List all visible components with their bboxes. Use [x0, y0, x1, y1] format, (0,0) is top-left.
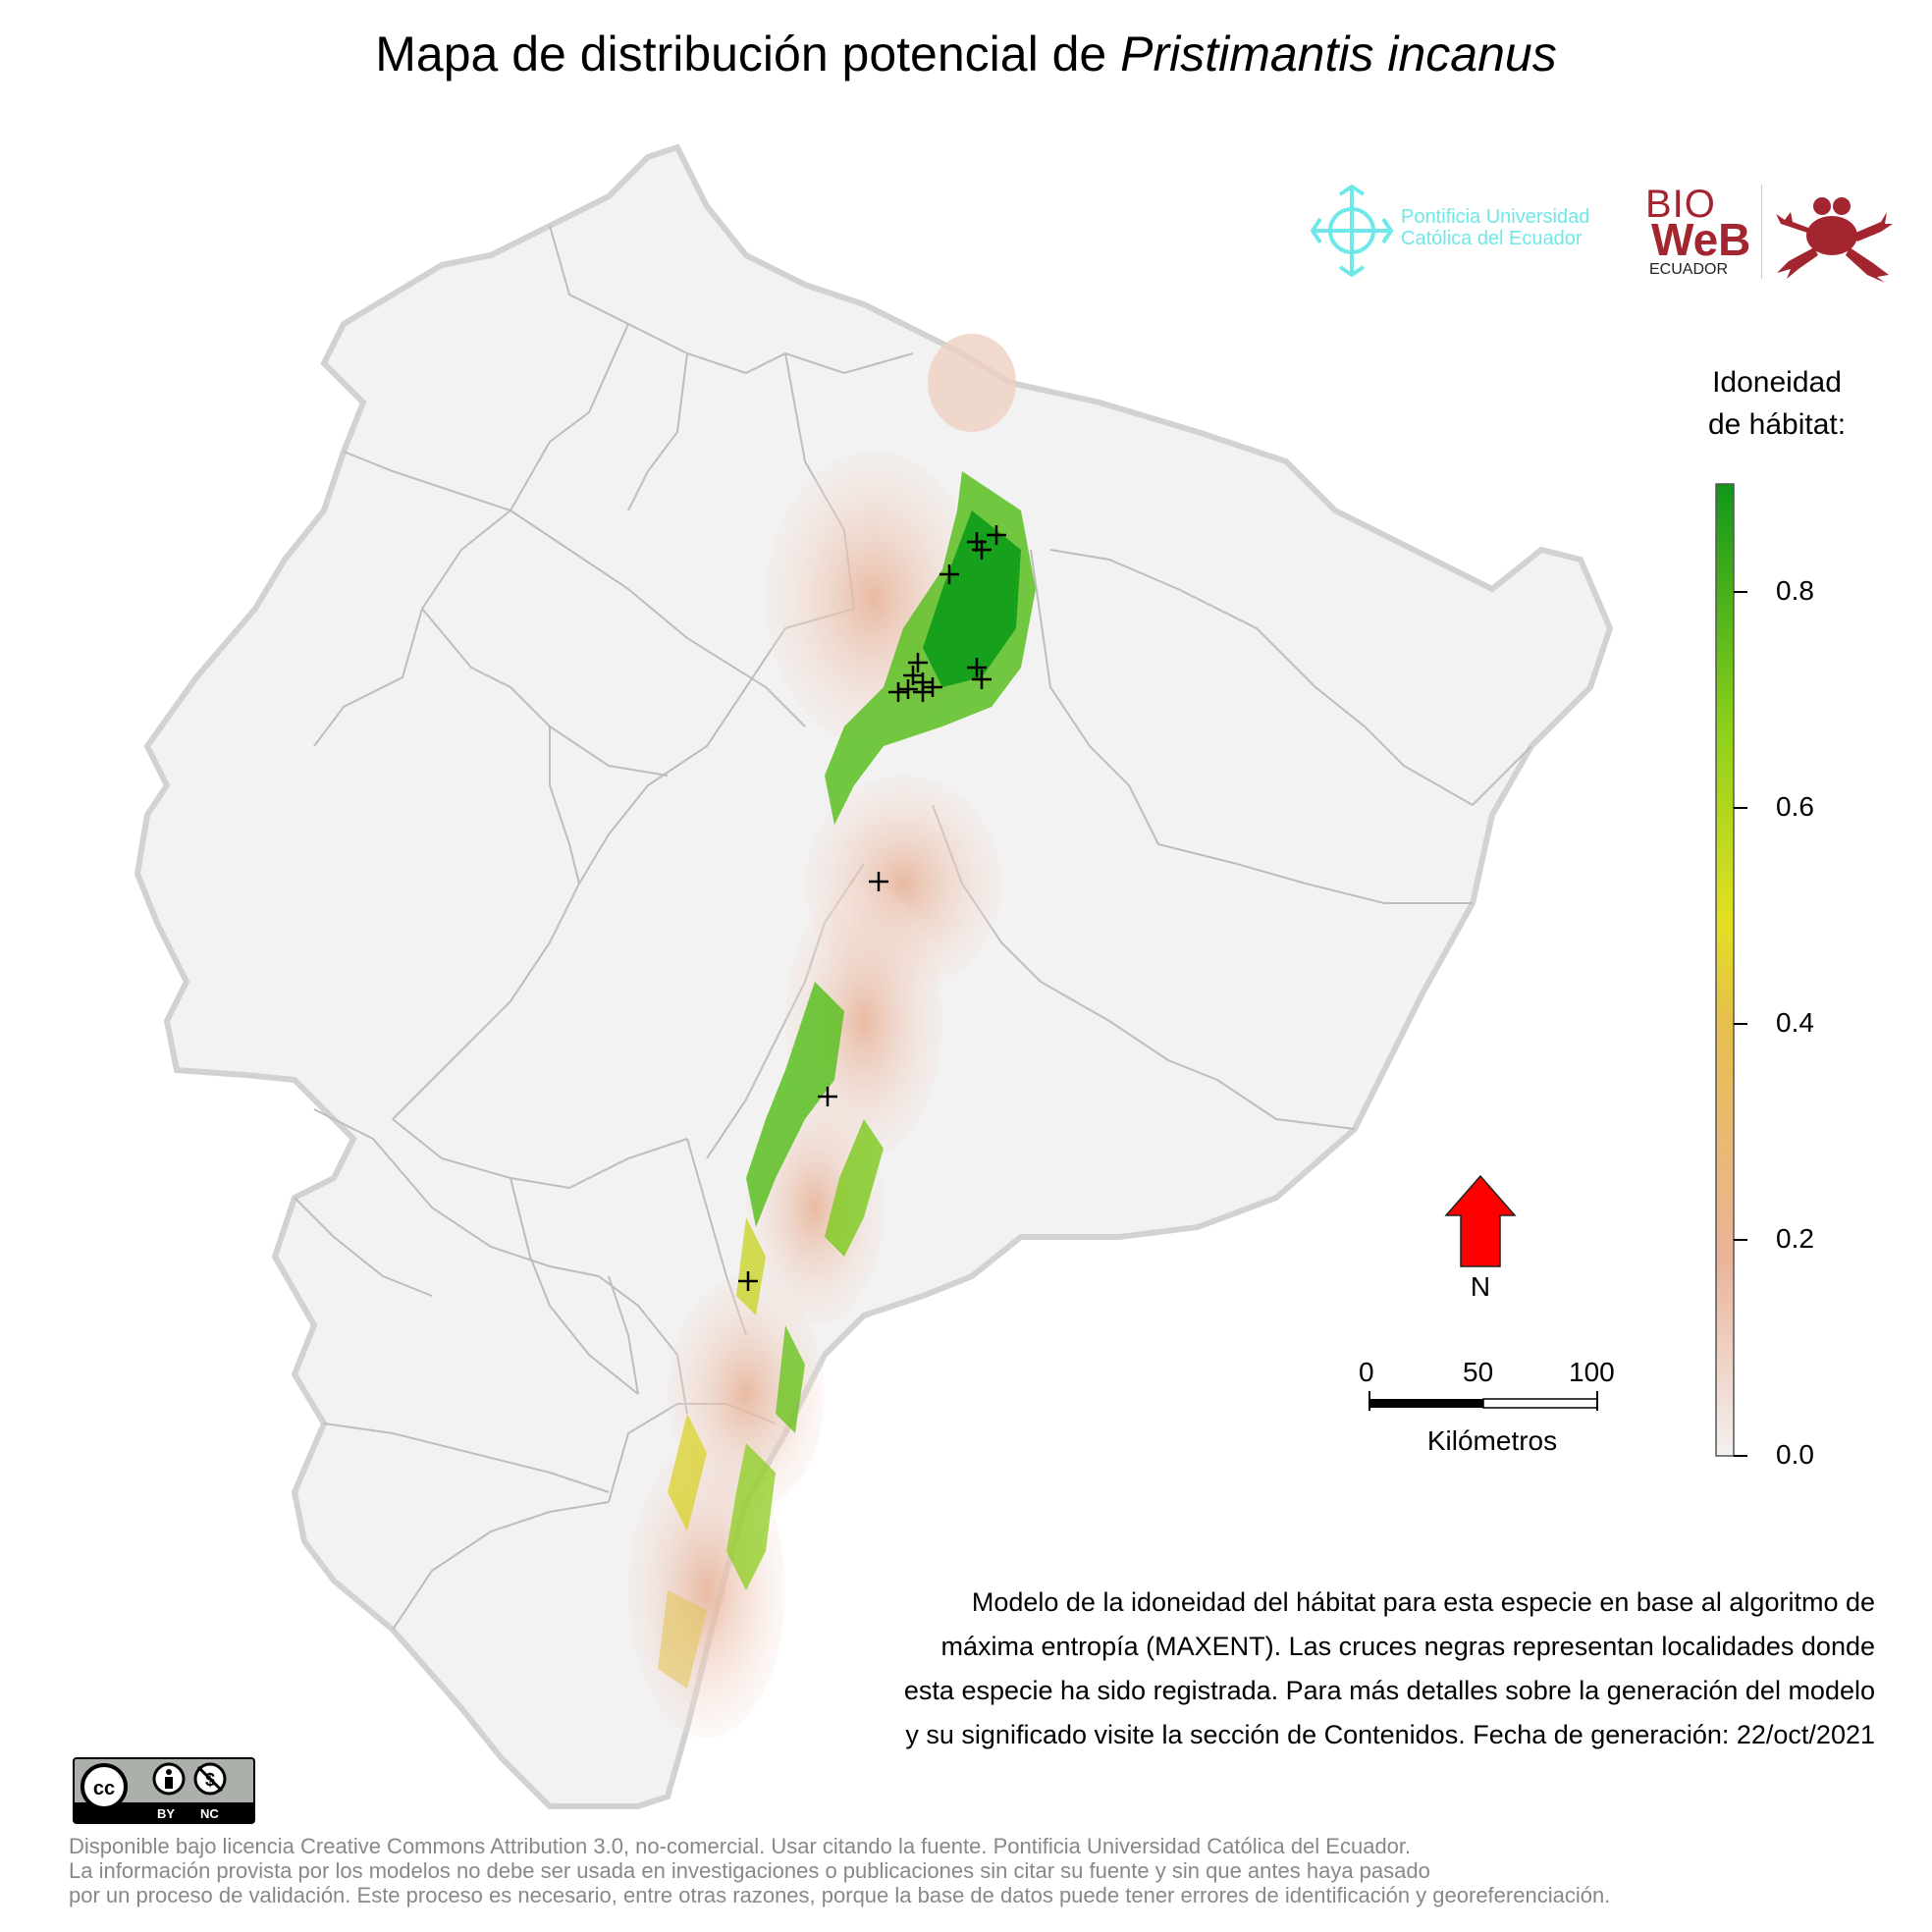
- record-marker: [987, 525, 1006, 545]
- puce-cross-icon: [1311, 185, 1393, 277]
- bioweb-bio: BIO: [1645, 183, 1716, 226]
- scale-label-100: 100: [1569, 1357, 1615, 1387]
- legend-ticks: [1734, 591, 1747, 1457]
- note-line: Modelo de la idoneidad del hábitat para …: [971, 1587, 1875, 1617]
- note-line: y su significado visite la sección de Co…: [905, 1720, 1875, 1749]
- record-marker: [972, 670, 992, 689]
- record-marker: [898, 679, 918, 699]
- record-marker: [923, 677, 942, 697]
- license-line: La información provista por los modelos …: [69, 1858, 1430, 1883]
- puce-line2: Católica del Ecuador: [1401, 228, 1583, 249]
- scale-label-50: 50: [1463, 1357, 1494, 1387]
- scale-label-0: 0: [1359, 1357, 1374, 1387]
- cc-by-nc-icon[interactable]: cc $ BY NC: [73, 1757, 255, 1824]
- legend-tick-label: 0.2: [1776, 1223, 1814, 1254]
- record-marker: [939, 564, 959, 584]
- north-arrow-icon: [1444, 1174, 1517, 1267]
- legend-title: Idoneidad de hábitat:: [1669, 361, 1885, 446]
- note-line: esta especie ha sido registrada. Para má…: [903, 1676, 1875, 1705]
- record-marker: [738, 1271, 758, 1291]
- license-footer: Disponible bajo licencia Creative Common…: [69, 1834, 1914, 1907]
- bioweb-ecuador: ECUADOR: [1649, 261, 1729, 278]
- scale-unit: Kilómetros: [1426, 1425, 1558, 1456]
- svg-text:cc: cc: [93, 1778, 115, 1799]
- cc-by-label: BY: [157, 1806, 176, 1821]
- map-title: Mapa de distribución potencial de Pristi…: [0, 26, 1932, 82]
- scale-bar: [1368, 1391, 1598, 1411]
- license-line: Disponible bajo licencia Creative Common…: [69, 1834, 1412, 1858]
- license-line: por un proceso de validación. Este proce…: [69, 1883, 1611, 1907]
- record-marker: [967, 532, 987, 552]
- title-species: Pristimantis incanus: [1120, 27, 1557, 81]
- model-note: Modelo de la idoneidad del hábitat para …: [746, 1581, 1875, 1757]
- title-prefix: Mapa de distribución potencial de: [375, 27, 1107, 81]
- record-marker: [888, 682, 908, 702]
- legend-colorbar: [1715, 483, 1735, 1457]
- record-marker: [967, 658, 987, 677]
- legend-title-line2: de hábitat:: [1707, 408, 1847, 441]
- note-line: máxima entropía (MAXENT). Las cruces neg…: [940, 1632, 1875, 1661]
- record-marker: [818, 1087, 837, 1106]
- frog-icon: [1776, 197, 1893, 283]
- legend-tick-label: 0.8: [1776, 575, 1814, 606]
- record-marker: [869, 872, 888, 891]
- bioweb-divider: [1761, 185, 1762, 279]
- legend-tick-label: 0.6: [1776, 791, 1814, 822]
- legend-tick-label: 0.4: [1776, 1007, 1814, 1038]
- record-marker: [972, 540, 992, 560]
- cc-nc-label: NC: [200, 1806, 219, 1821]
- occurrence-records: [738, 525, 1006, 1291]
- puce-logo: Pontificia Universidad Católica del Ecua…: [1311, 185, 1635, 277]
- bioweb-logo: BIO WeB ECUADOR: [1645, 185, 1903, 283]
- legend-tick-label: 0.0: [1776, 1439, 1814, 1470]
- record-marker: [908, 653, 928, 672]
- suitability-surface: [628, 334, 1036, 1738]
- record-marker: [913, 682, 933, 702]
- bioweb-web: WeB: [1651, 214, 1751, 265]
- legend-title-line1: Idoneidad: [1712, 366, 1842, 399]
- puce-line1: Pontificia Universidad: [1401, 206, 1590, 228]
- north-label: N: [1470, 1271, 1491, 1302]
